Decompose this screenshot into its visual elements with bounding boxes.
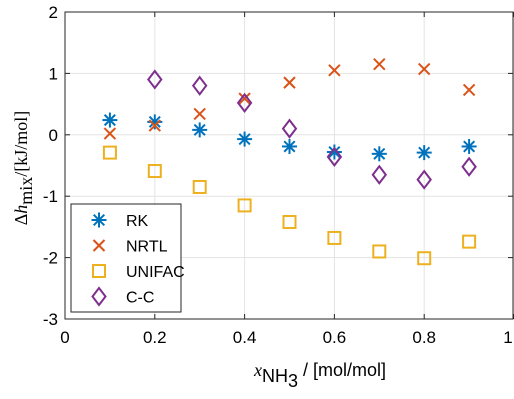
data-point-c-c bbox=[147, 69, 163, 90]
data-point-nrtl bbox=[103, 127, 117, 140]
data-point-c-c bbox=[461, 156, 477, 177]
data-point-unifac bbox=[372, 244, 387, 259]
legend-marker-c-c bbox=[91, 286, 107, 307]
y-tick-label: -2 bbox=[43, 249, 58, 268]
legend-label: C-C bbox=[126, 290, 154, 307]
x-tick-label: 0.8 bbox=[412, 328, 436, 347]
legend-marker-nrtl bbox=[92, 239, 106, 252]
plot-frame bbox=[64, 11, 514, 320]
data-point-unifac bbox=[237, 198, 252, 213]
legend: RK NRTL UNIFAC C-C bbox=[70, 203, 185, 313]
legend-marker-unifac bbox=[92, 264, 106, 278]
data-markers bbox=[102, 57, 477, 266]
data-point-nrtl bbox=[373, 57, 386, 71]
y-tick-label: -1 bbox=[43, 187, 58, 206]
data-point-c-c bbox=[281, 118, 298, 139]
x-tick-label: 0.6 bbox=[323, 328, 347, 347]
legend-marker-rk bbox=[91, 212, 107, 228]
data-point-unifac bbox=[147, 164, 162, 179]
y-tick-label: 0 bbox=[49, 126, 58, 145]
data-point-rk bbox=[461, 138, 477, 154]
data-point-rk bbox=[371, 146, 387, 162]
data-point-unifac bbox=[102, 145, 117, 160]
data-point-rk bbox=[102, 112, 118, 128]
data-point-rk bbox=[147, 114, 163, 130]
data-point-rk bbox=[192, 122, 208, 138]
data-point-c-c bbox=[191, 75, 208, 96]
data-point-nrtl bbox=[283, 76, 296, 89]
data-point-c-c bbox=[416, 169, 432, 190]
legend-label: UNIFAC bbox=[126, 264, 185, 281]
legend-label: RK bbox=[126, 213, 149, 230]
data-point-unifac bbox=[327, 230, 342, 245]
data-point-c-c bbox=[236, 92, 253, 114]
x-tick-label: 0.4 bbox=[233, 328, 257, 347]
data-point-unifac bbox=[462, 234, 477, 249]
data-point-rk bbox=[416, 145, 432, 161]
axis-ticks bbox=[64, 11, 514, 320]
data-point-unifac bbox=[417, 251, 432, 266]
x-tick-label: 0 bbox=[60, 328, 69, 347]
data-point-nrtl bbox=[417, 62, 431, 76]
x-axis-label: xNH3 / [mol/mol] bbox=[253, 360, 386, 391]
data-point-c-c bbox=[371, 164, 388, 185]
legend-label: NRTL bbox=[126, 239, 168, 256]
y-axis-label: Δhmix/[kJ/mol] bbox=[11, 111, 36, 226]
x-tick-label: 1 bbox=[503, 328, 512, 347]
data-point-unifac bbox=[192, 179, 207, 194]
x-tick-label: 0.2 bbox=[143, 328, 167, 347]
data-point-nrtl bbox=[193, 107, 206, 121]
y-tick-label: 1 bbox=[49, 64, 58, 83]
tick-labels: 0 0.2 0.4 0.6 0.8 1 -3 -2 -1 0 1 2 bbox=[43, 3, 513, 347]
data-point-nrtl bbox=[148, 119, 162, 132]
y-tick-label: -3 bbox=[43, 310, 58, 329]
data-point-nrtl bbox=[462, 83, 476, 97]
data-point-nrtl bbox=[328, 64, 341, 77]
y-tick-label: 2 bbox=[49, 3, 58, 22]
legend-box bbox=[70, 203, 182, 313]
data-point-nrtl bbox=[238, 92, 251, 105]
data-point-unifac bbox=[282, 214, 297, 229]
data-point-rk bbox=[237, 131, 253, 147]
data-point-rk bbox=[282, 138, 297, 154]
data-point-c-c bbox=[326, 146, 343, 168]
